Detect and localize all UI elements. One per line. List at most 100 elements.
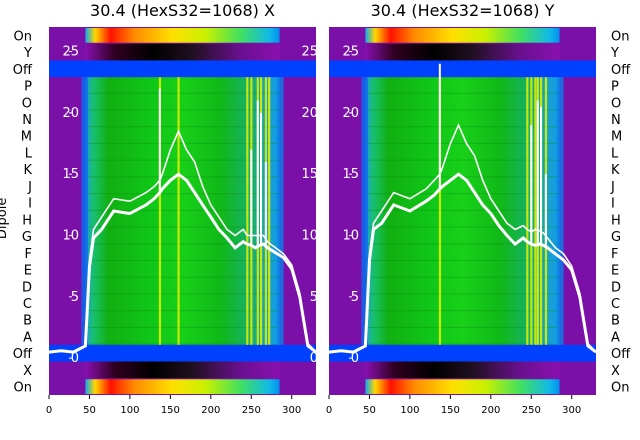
row-label: I: [611, 197, 615, 212]
heatmap-row-b: [365, 311, 560, 329]
row-label: Off: [611, 63, 631, 78]
row-label: G: [611, 230, 621, 245]
row-label: L: [611, 146, 619, 161]
heatmap-row-f: [365, 244, 560, 262]
chart-title: 30.4 (HexS32=1068) Y: [371, 1, 555, 20]
heatmap-row-stripe: [365, 142, 560, 145]
heatmap-row-stripe: [365, 159, 560, 161]
heatmap-row-d: [85, 277, 280, 296]
heatmap-row-stripe: [365, 109, 560, 111]
row-label: N: [22, 113, 32, 128]
heatmap-row-stripe: [365, 243, 560, 245]
heatmap-row-stripe: [85, 126, 280, 128]
heatmap-row-stripe: [365, 343, 560, 345]
row-label: F: [611, 247, 618, 262]
row-label: E: [611, 264, 619, 279]
heatmap-row-stripe: [85, 243, 280, 245]
heatmap-bright-column: [177, 77, 180, 345]
heatmap-row-dark: [85, 361, 280, 379]
heatmap-row-stripe: [365, 209, 560, 211]
heatmap-row-stripe: [85, 276, 280, 278]
x-tick-label: 300: [562, 405, 581, 416]
row-label: L: [25, 146, 33, 161]
x-tick-label: 300: [282, 405, 301, 416]
heatmap-row-l: [85, 144, 280, 162]
overlay-tick-label-right: 25: [301, 45, 318, 60]
x-tick-label: 100: [400, 405, 419, 416]
row-label: I: [28, 197, 32, 212]
heatmap-row-off: [329, 60, 596, 78]
row-label: P: [24, 80, 32, 95]
row-label: H: [22, 213, 32, 228]
heatmap-row-stripe: [365, 276, 560, 278]
heatmap-row-stripe: [85, 159, 280, 161]
row-label: Off: [13, 63, 33, 78]
overlay-curve-high: [48, 129, 317, 353]
heatmap-row-l: [365, 144, 560, 162]
x-tick-label: 250: [522, 405, 541, 416]
x-tick-label: 0: [46, 405, 52, 416]
heatmap-row-stripe: [365, 226, 560, 228]
overlay-tick-label-right: 15: [301, 167, 318, 182]
heatmap-row-n: [85, 110, 280, 128]
row-label: D: [611, 280, 621, 295]
heatmap-row-stripe: [365, 310, 560, 312]
heatmap-row-stripe: [365, 259, 560, 262]
x-tick-label: 50: [83, 405, 96, 416]
x-tick-label: 200: [481, 405, 500, 416]
heatmap-row-off: [329, 344, 596, 362]
heatmap-row-h: [365, 211, 560, 229]
heatmap-row-d: [365, 277, 560, 296]
overlay-tick-label: 0: [71, 351, 79, 366]
row-label: On: [611, 29, 629, 44]
heatmap-row-stripe: [365, 92, 560, 94]
overlay-tick-label-right: 10: [301, 229, 318, 244]
row-label: O: [22, 96, 32, 111]
heatmap-row-on: [365, 379, 560, 394]
heatmap-row-e: [365, 261, 560, 279]
heatmap-row-on: [85, 28, 280, 43]
overlay-curve-low: [328, 172, 597, 354]
x-tick-label: 150: [161, 405, 180, 416]
row-label: M: [21, 130, 32, 145]
heatmap-row-j: [365, 177, 560, 195]
row-label: P: [611, 80, 619, 95]
heatmap-row-stripe: [365, 293, 560, 295]
overlay-tick-label: 5: [71, 290, 79, 305]
heatmap-row-stripe: [85, 142, 280, 145]
heatmap-row-dark: [85, 43, 280, 61]
heatmap-row-k: [365, 160, 560, 179]
row-label: K: [23, 163, 32, 178]
heatmap-row-stripe: [85, 293, 280, 295]
overlay-curve-low: [48, 172, 317, 354]
row-label: K: [611, 163, 620, 178]
row-label: H: [611, 213, 621, 228]
heatmap-row-o: [85, 93, 280, 112]
x-tick-label: 150: [441, 405, 460, 416]
row-label: C: [611, 297, 620, 312]
row-label: C: [23, 297, 32, 312]
heatmap-bright-column: [526, 77, 529, 345]
heatmap-row-dark: [365, 43, 560, 61]
heatmap-row-a: [365, 328, 560, 346]
heatmap-bright-column: [158, 77, 162, 345]
row-label: Off: [611, 347, 631, 362]
row-label: G: [22, 230, 32, 245]
heatmap-row-stripe: [85, 226, 280, 228]
row-label: On: [611, 381, 629, 396]
overlay-tick-label-right: 0: [310, 351, 318, 366]
heatmap-row-h: [85, 211, 280, 229]
row-label: B: [611, 314, 620, 329]
row-label: A: [23, 330, 32, 345]
heatmap-row-stripe: [85, 326, 280, 329]
heatmap-row-stripe: [365, 126, 560, 128]
x-tick-label: 250: [242, 405, 261, 416]
row-label: Y: [23, 46, 32, 61]
row-label: On: [14, 29, 32, 44]
row-label: F: [25, 247, 32, 262]
heatmap-row-stripe: [85, 343, 280, 345]
heatmap-row-c: [365, 294, 560, 312]
heatmap-row-dark: [365, 361, 560, 379]
